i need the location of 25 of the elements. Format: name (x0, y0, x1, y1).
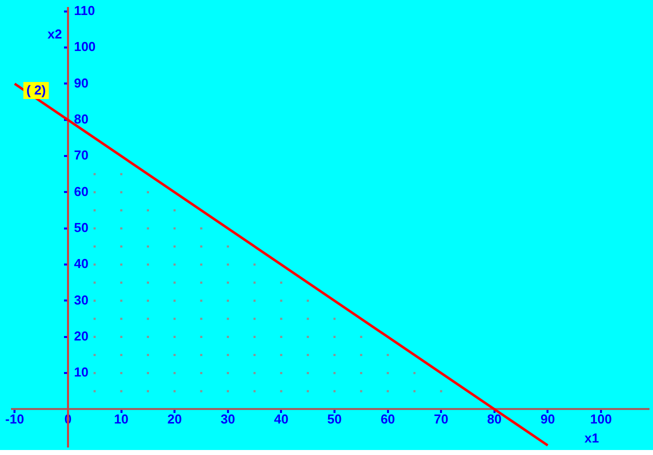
y-tick-label: 50 (74, 220, 88, 235)
y-tick-label: 110 (74, 2, 95, 18)
y-tick-label: 60 (74, 184, 88, 199)
x-tick-label: 100 (590, 412, 612, 427)
x-tick-label: 10 (114, 412, 129, 427)
x-tick-label: 60 (380, 412, 396, 427)
y-tick-label: 10 (74, 364, 88, 380)
y-tick-label: 70 (74, 148, 88, 163)
x-tick-label: 30 (220, 412, 236, 427)
x-tick-label: 90 (540, 412, 555, 427)
x-tick-label: 50 (327, 412, 342, 427)
x-tick-label: 70 (434, 412, 448, 427)
y-axis-title: x2 (48, 26, 62, 42)
y-tick-label: 90 (74, 75, 88, 90)
x-tick-label: 40 (274, 412, 288, 427)
annotation: ( 2) (26, 82, 46, 98)
y-tick-label: 20 (74, 328, 88, 344)
x-axis-title: x1 (584, 430, 599, 446)
y-tick-label: 40 (74, 256, 88, 272)
y-tick-label: 30 (74, 292, 88, 308)
x-tick-label: 80 (487, 412, 502, 427)
x-tick-label: 20 (167, 412, 182, 427)
y-tick-label: 100 (74, 39, 96, 54)
y-tick-label: 80 (74, 111, 88, 126)
x-tick-label: -10 (5, 412, 24, 427)
